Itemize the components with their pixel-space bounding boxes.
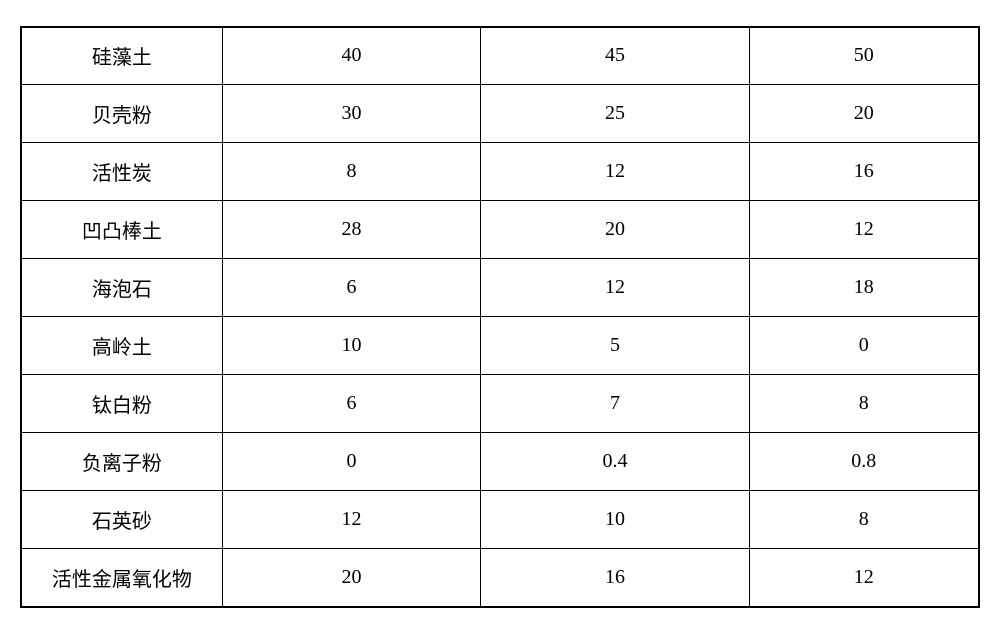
cell-value: 50 <box>749 27 979 85</box>
cell-value: 25 <box>481 85 749 143</box>
cell-value: 8 <box>749 491 979 549</box>
cell-value: 40 <box>222 27 481 85</box>
cell-value: 45 <box>481 27 749 85</box>
cell-value: 10 <box>481 491 749 549</box>
cell-value: 28 <box>222 201 481 259</box>
table-row: 贝壳粉 30 25 20 <box>21 85 979 143</box>
cell-value: 6 <box>222 375 481 433</box>
cell-value: 20 <box>481 201 749 259</box>
cell-value: 30 <box>222 85 481 143</box>
row-label: 负离子粉 <box>21 433 222 491</box>
table-row: 钛白粉 6 7 8 <box>21 375 979 433</box>
cell-value: 7 <box>481 375 749 433</box>
cell-value: 12 <box>749 549 979 607</box>
table-row: 石英砂 12 10 8 <box>21 491 979 549</box>
cell-value: 18 <box>749 259 979 317</box>
cell-value: 0.8 <box>749 433 979 491</box>
cell-value: 10 <box>222 317 481 375</box>
cell-value: 0.4 <box>481 433 749 491</box>
row-label: 海泡石 <box>21 259 222 317</box>
cell-value: 12 <box>749 201 979 259</box>
cell-value: 20 <box>749 85 979 143</box>
table-row: 活性炭 8 12 16 <box>21 143 979 201</box>
cell-value: 8 <box>222 143 481 201</box>
table-container: 硅藻土 40 45 50 贝壳粉 30 25 20 活性炭 8 12 16 凹凸… <box>20 26 980 608</box>
row-label: 活性金属氧化物 <box>21 549 222 607</box>
row-label: 钛白粉 <box>21 375 222 433</box>
cell-value: 20 <box>222 549 481 607</box>
cell-value: 0 <box>222 433 481 491</box>
table-row: 硅藻土 40 45 50 <box>21 27 979 85</box>
data-table: 硅藻土 40 45 50 贝壳粉 30 25 20 活性炭 8 12 16 凹凸… <box>20 26 980 608</box>
table-row: 高岭土 10 5 0 <box>21 317 979 375</box>
row-label: 石英砂 <box>21 491 222 549</box>
cell-value: 16 <box>481 549 749 607</box>
cell-value: 12 <box>222 491 481 549</box>
table-body: 硅藻土 40 45 50 贝壳粉 30 25 20 活性炭 8 12 16 凹凸… <box>21 27 979 607</box>
table-row: 海泡石 6 12 18 <box>21 259 979 317</box>
table-row: 凹凸棒土 28 20 12 <box>21 201 979 259</box>
cell-value: 5 <box>481 317 749 375</box>
row-label: 硅藻土 <box>21 27 222 85</box>
table-row: 活性金属氧化物 20 16 12 <box>21 549 979 607</box>
cell-value: 12 <box>481 143 749 201</box>
table-row: 负离子粉 0 0.4 0.8 <box>21 433 979 491</box>
cell-value: 8 <box>749 375 979 433</box>
row-label: 凹凸棒土 <box>21 201 222 259</box>
row-label: 高岭土 <box>21 317 222 375</box>
cell-value: 12 <box>481 259 749 317</box>
cell-value: 0 <box>749 317 979 375</box>
row-label: 活性炭 <box>21 143 222 201</box>
cell-value: 16 <box>749 143 979 201</box>
cell-value: 6 <box>222 259 481 317</box>
row-label: 贝壳粉 <box>21 85 222 143</box>
